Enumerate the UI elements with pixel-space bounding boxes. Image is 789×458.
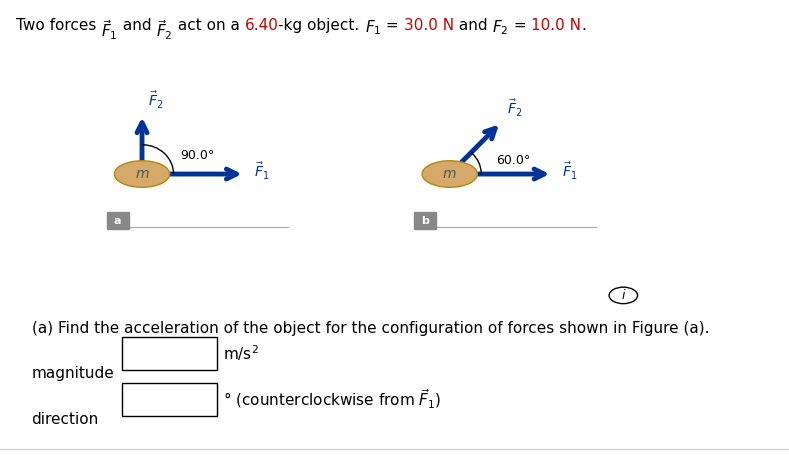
FancyBboxPatch shape xyxy=(122,383,217,416)
Text: a: a xyxy=(114,216,122,226)
Text: m: m xyxy=(443,167,457,181)
Text: Two forces: Two forces xyxy=(16,18,101,33)
Text: 90.0°: 90.0° xyxy=(181,149,215,162)
Ellipse shape xyxy=(422,161,477,187)
Ellipse shape xyxy=(114,161,170,187)
Text: 30.0 N: 30.0 N xyxy=(403,18,454,33)
Text: 10.0 N: 10.0 N xyxy=(531,18,581,33)
Text: $\vec{F}_2$: $\vec{F}_2$ xyxy=(156,18,173,42)
Text: ° (counterclockwise from $\vec{F}_1$): ° (counterclockwise from $\vec{F}_1$) xyxy=(223,388,442,411)
Text: $\vec{F}_2$: $\vec{F}_2$ xyxy=(148,90,163,111)
Text: =: = xyxy=(509,18,531,33)
Text: 60.0°: 60.0° xyxy=(495,154,530,167)
Text: (a) Find the acceleration of the object for the configuration of forces shown in: (a) Find the acceleration of the object … xyxy=(32,321,709,336)
Text: direction: direction xyxy=(32,412,99,427)
Text: =: = xyxy=(381,18,403,33)
Text: i: i xyxy=(622,289,625,302)
Circle shape xyxy=(609,287,638,304)
Text: and: and xyxy=(454,18,492,33)
Text: 6.40: 6.40 xyxy=(245,18,279,33)
Text: $\vec{F}_2$: $\vec{F}_2$ xyxy=(507,98,522,119)
Text: .: . xyxy=(581,18,586,33)
Text: magnitude: magnitude xyxy=(32,366,114,382)
Text: and: and xyxy=(118,18,156,33)
Text: $\vec{F}_1$: $\vec{F}_1$ xyxy=(562,161,577,182)
Text: $\vec{F}_1$: $\vec{F}_1$ xyxy=(254,161,269,182)
Text: $F_2$: $F_2$ xyxy=(492,18,509,37)
Text: $\vec{F}_1$: $\vec{F}_1$ xyxy=(101,18,118,42)
FancyBboxPatch shape xyxy=(122,337,217,370)
Text: act on a: act on a xyxy=(173,18,245,33)
Text: $F_1$: $F_1$ xyxy=(365,18,381,37)
Text: -kg object.: -kg object. xyxy=(279,18,365,33)
Text: b: b xyxy=(421,216,429,226)
Text: m: m xyxy=(135,167,149,181)
Text: m/s$^2$: m/s$^2$ xyxy=(223,344,259,364)
FancyBboxPatch shape xyxy=(414,212,436,229)
FancyBboxPatch shape xyxy=(107,212,129,229)
